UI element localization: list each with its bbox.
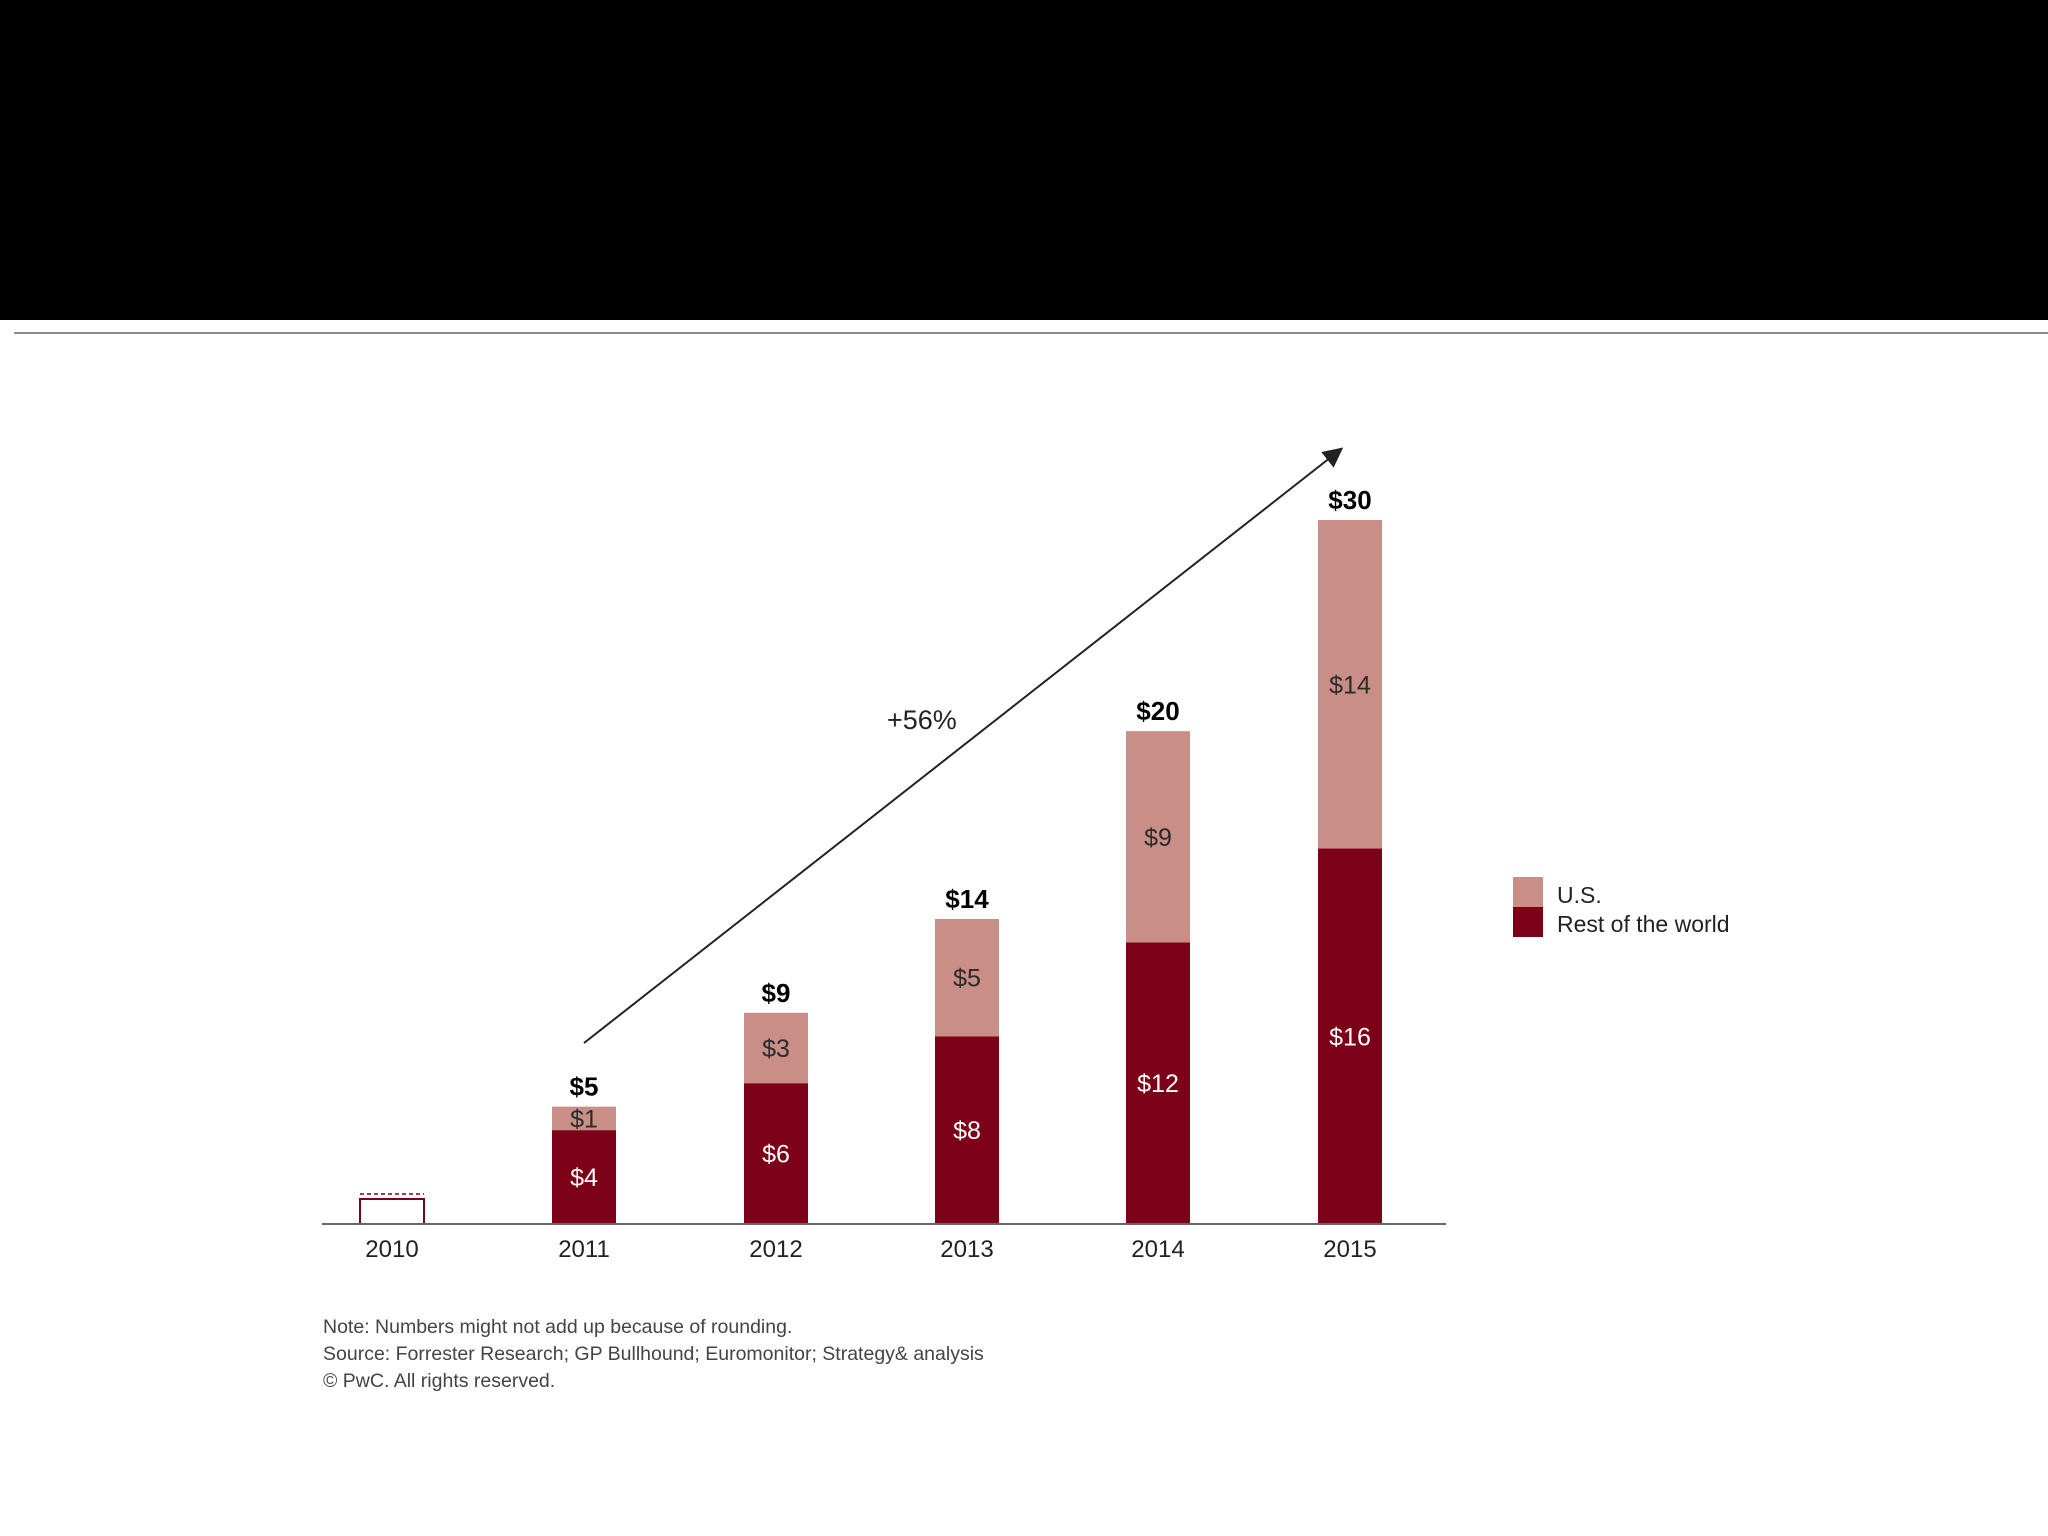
data-label-rest-of-world-2011: $4 [570,1164,598,1192]
data-label-rest-of-world-2012: $6 [762,1141,790,1169]
data-label-us-2012: $3 [762,1035,790,1063]
legend-swatch-us [1513,877,1543,907]
bar-us-2013 [935,918,999,1037]
x-tick-labels: 2010 2011 2012 2013 2014 2015 [365,1236,1376,1263]
x-tick-label-2011: 2011 [558,1236,610,1263]
total-label-2011: $5 [570,1072,599,1102]
x-tick-label-2014: 2014 [1131,1236,1184,1263]
bars-layer: $4 $1 $5 $6 $3 $9 $8 $5 $14 $12 $9 $20 $16 $14 $30 [359,485,1382,1225]
note-copyright: © PwC. All rights reserved. [323,1370,556,1392]
data-label-us-2013: $5 [953,965,981,993]
growth-annotation: +56% [583,447,1344,1044]
placeholder-bar-2010 [359,1198,425,1225]
bar-us-2014 [1126,731,1190,943]
x-tick-label-2013: 2013 [940,1236,993,1263]
growth-arrow [583,447,1344,1044]
x-tick-label-2015: 2015 [1323,1236,1376,1263]
note-rounding: Note: Numbers might not add up because o… [323,1316,793,1338]
x-tick-label-2012: 2012 [749,1236,802,1263]
total-label-2014: $20 [1136,696,1179,726]
data-label-us-2014: $9 [1144,824,1172,852]
data-label-rest-of-world-2014: $12 [1137,1070,1179,1098]
legend: U.S. Rest of the world [1513,877,1730,937]
bar-rest-of-world-2013 [935,1036,999,1224]
total-label-2013: $14 [945,884,989,914]
legend-label-us: U.S. [1557,882,1602,908]
growth-annotation-label: +56% [887,705,957,735]
data-label-rest-of-world-2015: $16 [1329,1023,1371,1051]
bar-us-2015 [1318,520,1382,849]
footnotes: Note: Numbers might not add up because o… [323,1314,984,1395]
legend-swatch-rest-of-world [1513,907,1543,937]
x-tick-label-2010: 2010 [365,1236,418,1263]
bar-us-2012 [744,1012,808,1084]
bar-rest-of-world-2012 [744,1083,808,1224]
bar-us-2011 [552,1106,616,1131]
data-label-us-2011: $1 [570,1105,598,1133]
data-label-us-2015: $14 [1329,671,1371,699]
note-source: Source: Forrester Research; GP Bullhound… [323,1343,984,1365]
header-divider [14,332,2048,334]
legend-label-rest-of-world: Rest of the world [1557,911,1730,937]
title-band [0,0,2048,320]
bar-rest-of-world-2015 [1318,848,1382,1224]
data-label-rest-of-world-2013: $8 [953,1117,981,1145]
total-label-2012: $9 [762,978,791,1008]
bar-rest-of-world-2011 [552,1130,616,1224]
total-label-2015: $30 [1328,485,1371,515]
bar-rest-of-world-2014 [1126,942,1190,1224]
